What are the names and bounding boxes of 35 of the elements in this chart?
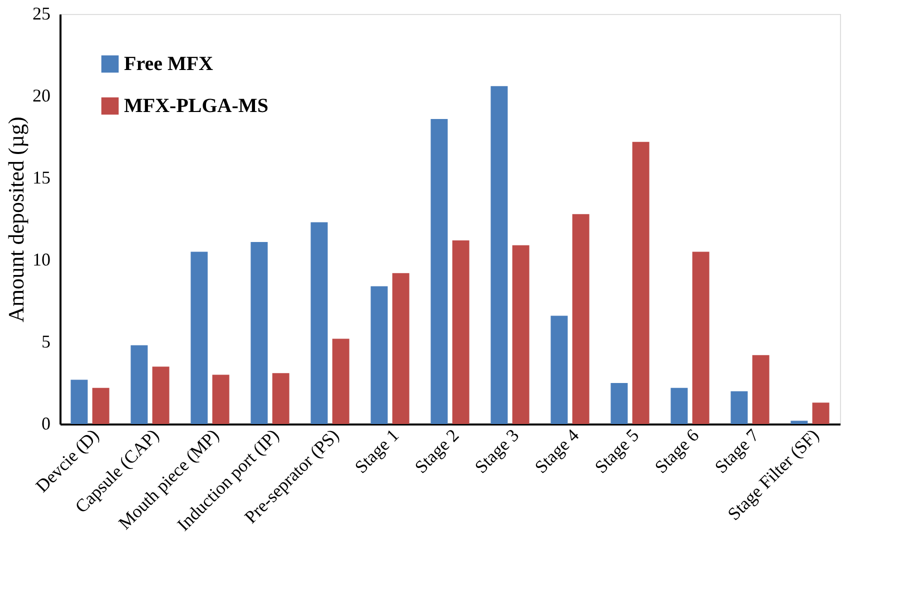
- bar: [250, 242, 268, 424]
- y-tick-label: 25: [32, 4, 50, 24]
- bar: [152, 366, 170, 424]
- bar: [730, 391, 748, 424]
- bar: [490, 86, 508, 424]
- bar: [392, 273, 410, 424]
- bar: [92, 388, 110, 424]
- y-tick-label: 15: [32, 168, 50, 188]
- bar: [130, 345, 148, 424]
- legend-label: Free MFX: [124, 53, 214, 75]
- y-axis-title: Amount deposited (µg): [4, 116, 28, 322]
- bar: [310, 222, 328, 424]
- bar: [610, 383, 628, 424]
- bar: [752, 355, 770, 424]
- bar: [790, 420, 808, 424]
- bar: [452, 240, 470, 424]
- bar: [190, 252, 208, 424]
- bar: [670, 388, 688, 424]
- y-tick-label: 0: [42, 414, 50, 434]
- legend-label: MFX-PLGA-MS: [124, 95, 268, 117]
- y-tick-label: 5: [42, 332, 50, 352]
- bar: [512, 245, 530, 424]
- bar: [70, 380, 88, 424]
- y-tick-label: 20: [32, 86, 50, 106]
- bar: [692, 252, 710, 424]
- bar: [550, 316, 568, 424]
- bar: [812, 402, 830, 424]
- bar: [370, 286, 388, 424]
- bar: [632, 142, 650, 424]
- bar: [212, 374, 230, 424]
- bar: [572, 214, 590, 424]
- bar: [332, 338, 350, 424]
- y-tick-label: 10: [32, 250, 50, 270]
- bar: [430, 118, 448, 424]
- bar: [272, 373, 290, 424]
